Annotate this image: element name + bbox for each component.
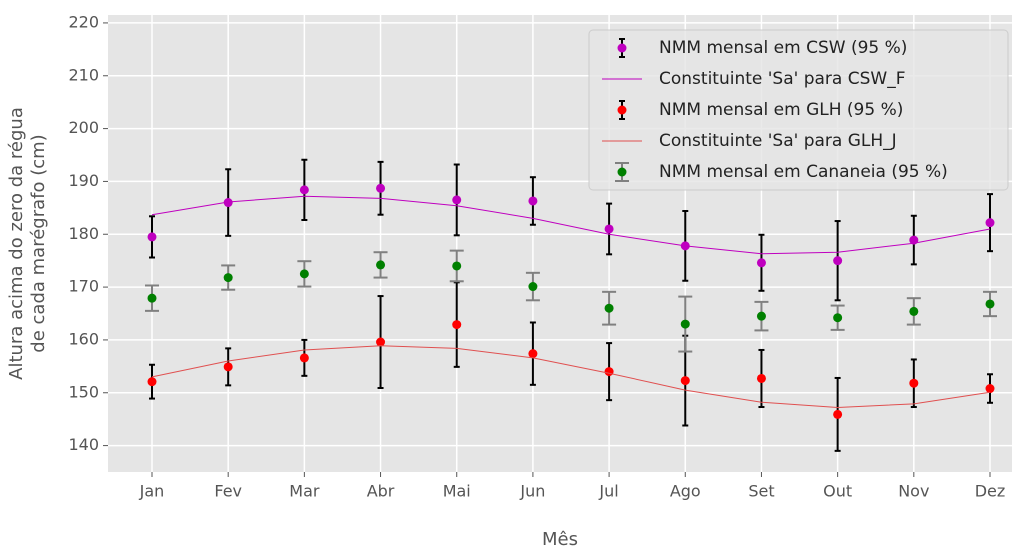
point <box>147 293 157 303</box>
legend-marker <box>617 105 627 115</box>
point <box>528 349 538 359</box>
point <box>528 196 538 206</box>
point <box>376 183 386 193</box>
point <box>680 376 690 386</box>
point <box>452 261 462 271</box>
line <box>151 195 991 255</box>
point <box>223 362 233 372</box>
y-tick-label: 140 <box>68 435 99 454</box>
x-tick-label: Out <box>823 482 852 501</box>
point <box>985 218 995 228</box>
point <box>147 377 157 387</box>
y-tick-label: 170 <box>68 277 99 296</box>
point <box>833 409 843 419</box>
point <box>147 232 157 242</box>
point <box>985 384 995 394</box>
point <box>223 198 233 208</box>
point <box>376 260 386 270</box>
y-tick-label: 150 <box>68 382 99 401</box>
y-axis-label: Altura acima do zero da réguade cada mar… <box>6 107 49 380</box>
point <box>756 258 766 268</box>
y-tick-label: 190 <box>68 171 99 190</box>
legend-label: Constituinte 'Sa' para CSW_F <box>659 69 905 89</box>
point <box>452 195 462 205</box>
point <box>299 353 309 363</box>
point <box>833 256 843 266</box>
legend-marker <box>617 43 627 53</box>
legend-marker <box>617 167 627 177</box>
point <box>756 373 766 383</box>
point <box>299 269 309 279</box>
y-tick-label: 200 <box>68 118 99 137</box>
x-tick-label: Dez <box>975 482 1006 501</box>
legend-label: NMM mensal em GLH (95 %) <box>659 100 903 120</box>
x-tick-label: Mar <box>289 482 320 501</box>
x-tick-label: Ago <box>670 482 701 501</box>
x-tick-label: Jan <box>139 482 165 501</box>
point <box>452 320 462 330</box>
point <box>376 337 386 347</box>
point <box>985 299 995 309</box>
x-tick-label: Jun <box>519 482 545 501</box>
point <box>833 313 843 323</box>
x-tick-label: Abr <box>367 482 395 501</box>
line <box>151 345 991 409</box>
legend-label: NMM mensal em Cananeia (95 %) <box>659 162 948 182</box>
x-tick-label: Mai <box>443 482 471 501</box>
y-axis-label-line: de cada marégrafo (cm) <box>28 134 49 352</box>
x-tick-label: Nov <box>898 482 929 501</box>
y-tick-label: 160 <box>68 329 99 348</box>
x-axis-label: Mês <box>542 529 578 550</box>
point <box>756 311 766 321</box>
point <box>680 319 690 329</box>
point <box>909 378 919 388</box>
point <box>604 367 614 377</box>
point <box>223 273 233 283</box>
legend-label: Constituinte 'Sa' para GLH_J <box>659 131 897 151</box>
y-tick-label: 220 <box>68 12 99 31</box>
y-tick-label: 180 <box>68 224 99 243</box>
legend-label: NMM mensal em CSW (95 %) <box>659 38 907 58</box>
legend: NMM mensal em CSW (95 %) Constituinte 'Sa… <box>588 29 1009 191</box>
x-tick-label: Set <box>748 482 774 501</box>
x-tick-label: Jul <box>598 482 618 501</box>
legend-box <box>588 29 1009 191</box>
point <box>528 282 538 292</box>
x-tick-label: Fev <box>214 482 242 501</box>
point <box>299 185 309 195</box>
point <box>604 224 614 234</box>
point <box>604 303 614 313</box>
point <box>909 306 919 316</box>
y-axis-label-line: Altura acima do zero da régua <box>6 107 27 380</box>
y-tick-label: 210 <box>68 65 99 84</box>
